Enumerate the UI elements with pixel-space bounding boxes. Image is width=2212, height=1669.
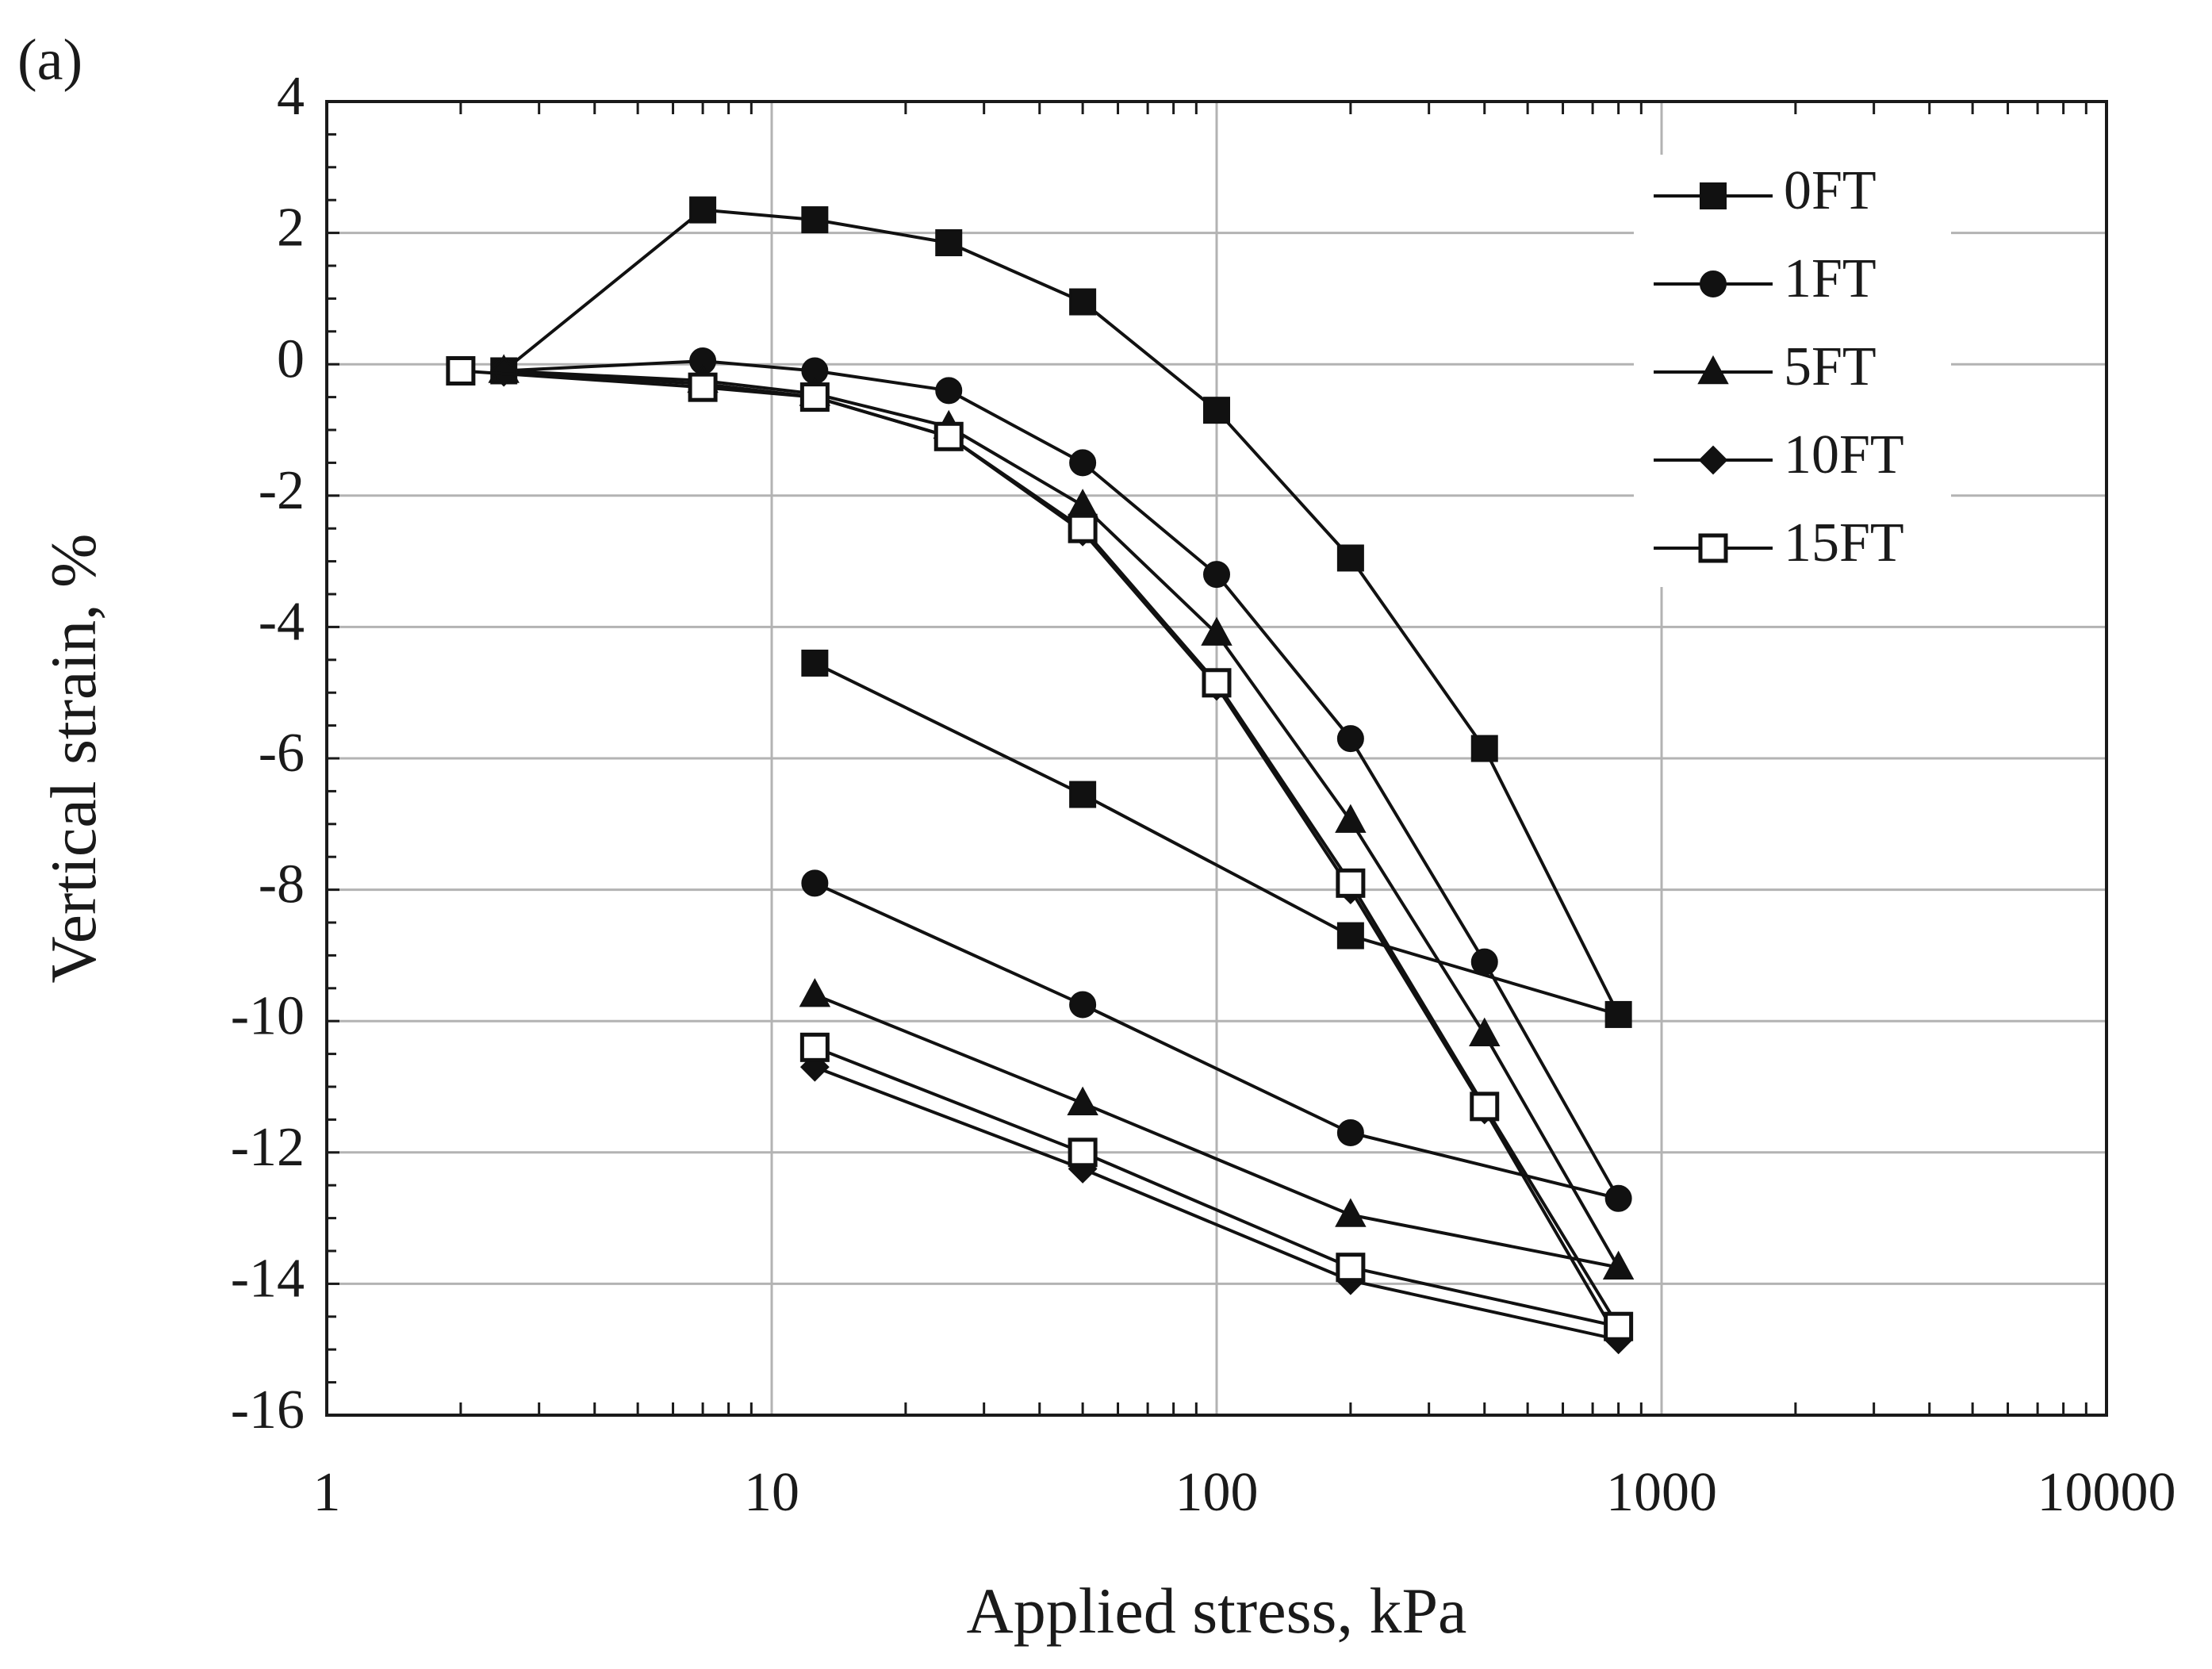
data-point-1FT: [935, 377, 963, 405]
y-tick-label: -8: [259, 854, 305, 915]
series-line-5FT-unloading: [814, 993, 1619, 1269]
data-point-1FT: [1470, 948, 1498, 976]
legend-item-0FT: 0FT: [1654, 160, 1877, 221]
series-line-10FT-loading: [504, 370, 1620, 1341]
y-tick-label: 2: [277, 198, 305, 259]
y-tick-label: -4: [259, 591, 305, 652]
legend-marker: [1698, 533, 1728, 563]
data-point-15FT: [1202, 668, 1232, 698]
legend-label: 1FT: [1784, 248, 1877, 309]
series-line-15FT-unloading: [814, 1046, 1620, 1329]
legend-item-15FT: 15FT: [1654, 512, 1904, 574]
series-line-5FT-loading: [504, 369, 1620, 1268]
legend-label: 15FT: [1784, 512, 1904, 574]
series-0FT: [490, 196, 1632, 1028]
data-point-0FT: [1069, 288, 1097, 316]
data-point-0FT: [1069, 781, 1097, 808]
data-point-1FT: [1336, 725, 1364, 753]
x-tick-label: 100: [1175, 1462, 1259, 1523]
data-point-5FT: [799, 977, 831, 1007]
data-point-15FT: [1470, 1092, 1500, 1122]
data-point-0FT: [1336, 922, 1364, 950]
data-point-1FT: [1069, 991, 1097, 1019]
data-point-5FT: [1067, 489, 1098, 518]
series-10FT: [489, 357, 1634, 1355]
series-15FT: [446, 355, 1634, 1341]
legend-label: 10FT: [1784, 424, 1904, 485]
data-point-15FT: [799, 382, 830, 412]
data-point-5FT: [1067, 1086, 1098, 1115]
data-point-15FT: [688, 372, 718, 402]
y-tick-label: -14: [231, 1248, 305, 1309]
data-point-15FT: [446, 355, 476, 386]
series-line-0FT-loading: [502, 208, 1620, 1015]
legend-item-1FT: 1FT: [1654, 248, 1877, 309]
data-point-1FT: [1203, 561, 1230, 589]
y-tick-labels: 4 2 0 -2 -4 -6 -8 -10 -12 -14 -16: [231, 66, 305, 1441]
legend-label: 0FT: [1784, 160, 1877, 221]
y-tick-label: -16: [231, 1379, 305, 1441]
data-point-15FT: [933, 421, 964, 451]
data-point-0FT: [1203, 397, 1230, 424]
data-point-15FT: [1068, 513, 1098, 543]
series: [446, 196, 1635, 1355]
legend-item-5FT: 5FT: [1654, 336, 1877, 397]
x-tick-label: 10000: [2038, 1462, 2176, 1523]
data-point-15FT: [1336, 1253, 1366, 1283]
legend-marker: [1698, 445, 1728, 475]
data-point-0FT: [801, 649, 829, 677]
series-line-1FT-loading: [504, 359, 1620, 1199]
data-point-15FT: [1336, 868, 1366, 898]
series-1FT: [490, 347, 1632, 1212]
x-tick-label: 1: [313, 1462, 341, 1523]
minor-ticks: [327, 100, 2087, 1417]
y-tick-label: -6: [259, 723, 305, 784]
series-line-1FT-unloading: [814, 881, 1620, 1200]
x-tick-label: 1000: [1606, 1462, 1717, 1523]
series-line-10FT-unloading: [814, 1065, 1620, 1341]
y-tick-label: -12: [231, 1117, 305, 1178]
y-tick-label: -2: [259, 460, 305, 521]
data-point-1FT: [801, 869, 829, 897]
data-point-0FT: [1604, 1000, 1632, 1028]
data-point-5FT: [1201, 616, 1233, 646]
legend-marker: [1700, 270, 1727, 297]
legend-label: 5FT: [1784, 336, 1877, 397]
panel-label: (a): [17, 28, 82, 93]
data-point-5FT: [1602, 1250, 1635, 1280]
data-point-1FT: [1336, 1118, 1364, 1146]
y-tick-label: -10: [231, 985, 305, 1046]
legend-marker: [1700, 182, 1727, 209]
x-tick-label: 10: [744, 1462, 799, 1523]
data-point-0FT: [1470, 735, 1498, 762]
plot-frame: [325, 100, 2108, 1417]
series-line-15FT-loading: [460, 369, 1620, 1328]
data-point-5FT: [1335, 804, 1367, 833]
data-point-1FT: [1069, 449, 1097, 477]
data-point-15FT: [1068, 1138, 1098, 1168]
data-point-1FT: [1604, 1184, 1632, 1212]
data-point-0FT: [801, 206, 829, 234]
data-point-0FT: [1336, 544, 1364, 572]
data-point-10FT: [489, 357, 519, 387]
y-axis-title: Vertical strain, %: [37, 534, 109, 984]
legend: 0FT 1FT 5FT 10FT 15FT: [1634, 155, 1951, 587]
series-5FT: [488, 354, 1635, 1280]
data-point-5FT: [1335, 1198, 1367, 1227]
y-tick-label: 4: [277, 66, 305, 127]
x-tick-labels: 1 10 100 1000 10000: [313, 1462, 2176, 1523]
legend-item-10FT: 10FT: [1654, 424, 1904, 485]
x-axis-title: Applied stress, kPa: [967, 1575, 1467, 1647]
data-point-0FT: [935, 229, 963, 257]
legend-marker: [1697, 355, 1729, 385]
data-point-15FT: [799, 1032, 830, 1062]
data-point-0FT: [689, 196, 717, 224]
y-tick-label: 0: [277, 328, 305, 389]
data-point-5FT: [1469, 1017, 1501, 1047]
data-point-15FT: [1604, 1311, 1634, 1341]
